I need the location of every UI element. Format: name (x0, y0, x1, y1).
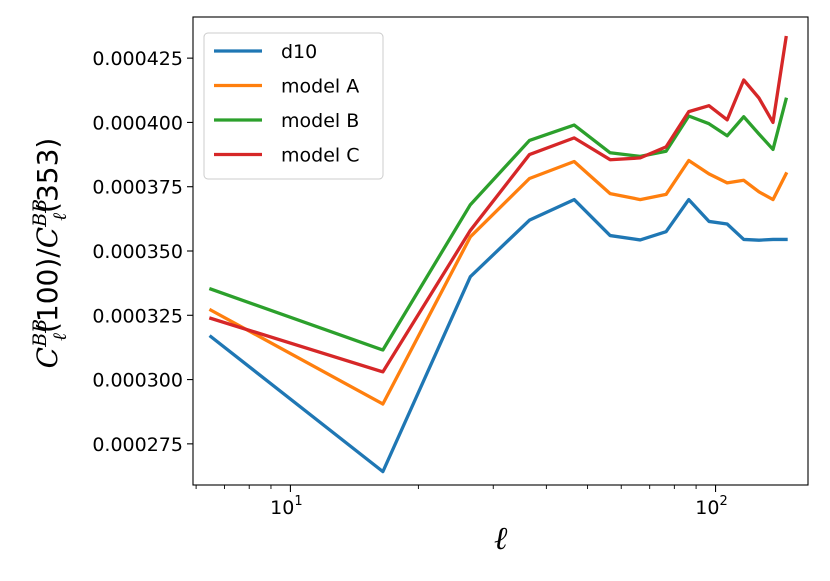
y-tick-label: 0.000300 (92, 370, 183, 392)
series-line-1 (208, 158, 789, 406)
ticks-layer: 0.000275 0.000300 0.000325 0.000350 0.000375… (92, 48, 727, 519)
y-tick-label: 0.000350 (92, 241, 183, 263)
y-label-sub1: ℓ (49, 333, 71, 341)
legend-label-2: model B (281, 110, 359, 132)
series-line-2 (208, 97, 789, 352)
y-axis-label: CBBℓ(100)/CBBℓ(353) (29, 138, 71, 369)
series-line-0 (208, 197, 788, 474)
y-tick-label: 0.000325 (92, 305, 183, 327)
legend: d10 model A model B model C (203, 32, 384, 180)
y-label-sup1: BB (29, 319, 51, 348)
y-tick-label: 0.000425 (92, 48, 183, 70)
y-label-sup2: BB (29, 199, 51, 228)
legend-items: d10 model A model B model C (214, 41, 359, 167)
legend-label-3: model C (281, 145, 359, 167)
x-axis-label: ℓ (494, 519, 508, 557)
legend-label-1: model A (281, 76, 359, 98)
y-label-mid: (100)/ (31, 248, 64, 333)
series-layer (208, 35, 789, 474)
y-label-sub2: ℓ (49, 213, 71, 221)
series-line-3 (208, 35, 788, 374)
y-tick-label: 0.000400 (92, 112, 183, 134)
y-label-suffix: (353) (31, 138, 64, 213)
y-label-prefix2: C (31, 227, 64, 248)
y-tick-label: 0.000375 (92, 177, 183, 199)
legend-label-0: d10 (281, 41, 317, 63)
legend-box (203, 32, 384, 180)
y-tick-label: 0.000275 (92, 434, 183, 456)
x-tick-exponent: 1 (294, 494, 302, 509)
x-tick-exponent: 2 (719, 494, 727, 509)
y-label-prefix: C (31, 347, 64, 368)
